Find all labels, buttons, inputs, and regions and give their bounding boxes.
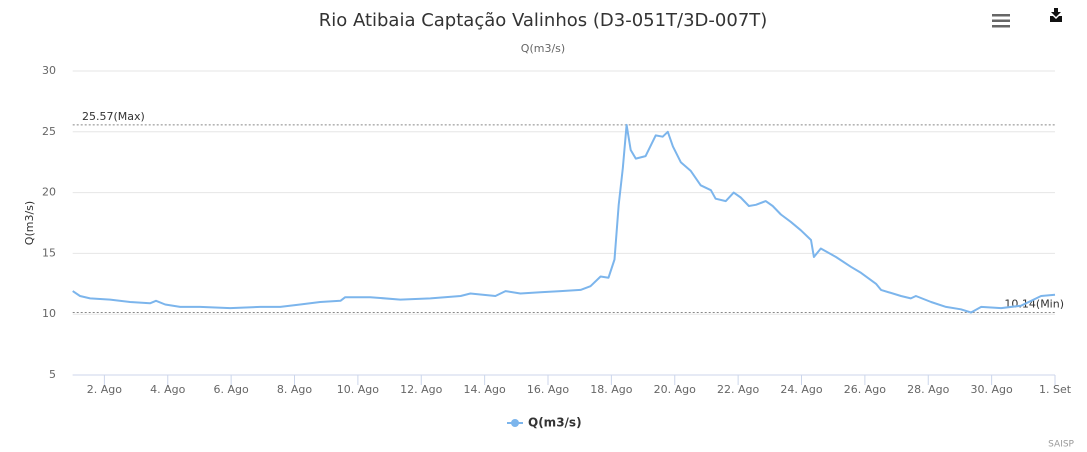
x-tick-label: 2. Ago — [87, 383, 122, 396]
x-tick-label: 30. Ago — [971, 383, 1013, 396]
x-tick-label: 1. Set — [1039, 383, 1072, 396]
x-tick-label: 16. Ago — [527, 383, 569, 396]
y-axis-title: Q(m3/s) — [23, 201, 36, 245]
y-tick-label: 15 — [42, 246, 56, 259]
data-line — [72, 123, 1056, 314]
x-tick-label: 8. Ago — [277, 383, 312, 396]
download-button[interactable] — [1050, 8, 1062, 22]
x-tick-label: 20. Ago — [654, 383, 696, 396]
credits: SAISP — [1048, 440, 1074, 450]
y-tick-label: 5 — [49, 368, 56, 381]
y-tick-label: 30 — [42, 64, 56, 77]
x-tick-label: 10. Ago — [337, 383, 379, 396]
x-tick-label: 6. Ago — [214, 383, 249, 396]
y-tick-label: 20 — [42, 186, 56, 199]
legend-symbol — [511, 419, 519, 427]
chart-subtitle: Q(m3/s) — [521, 42, 565, 55]
x-tick-label: 26. Ago — [844, 383, 886, 396]
x-tick-label: 14. Ago — [464, 383, 506, 396]
y-tick-label: 10 — [42, 307, 56, 320]
x-tick-label: 28. Ago — [907, 383, 949, 396]
menu-button[interactable] — [992, 14, 1010, 28]
chart-title: Rio Atibaia Captação Valinhos (D3-051T/3… — [319, 10, 768, 31]
x-tick-label: 18. Ago — [590, 383, 632, 396]
legend-label: Q(m3/s) — [528, 416, 582, 430]
plot-line-label: 25.57(Max) — [82, 110, 145, 123]
x-tick-label: 4. Ago — [150, 383, 185, 396]
x-tick-label: 22. Ago — [717, 383, 759, 396]
plot-line-label: 10.14(Min) — [1004, 297, 1064, 310]
y-tick-label: 25 — [42, 125, 56, 138]
x-tick-label: 12. Ago — [400, 383, 442, 396]
x-tick-label: 24. Ago — [780, 383, 822, 396]
